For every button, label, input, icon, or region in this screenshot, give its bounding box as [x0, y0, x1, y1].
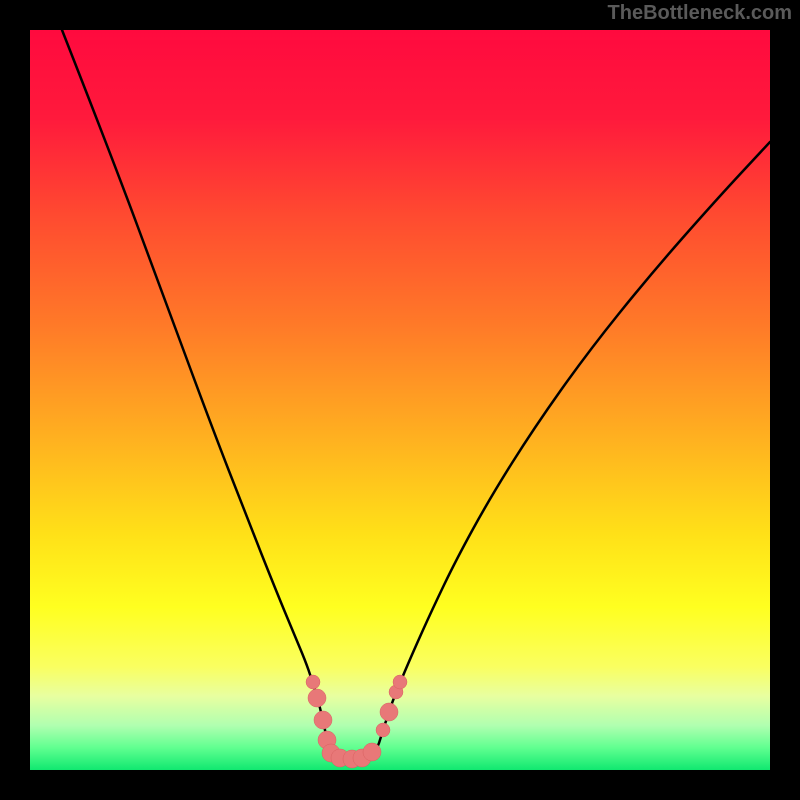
- marker-dot: [363, 743, 381, 761]
- marker-dot: [308, 689, 326, 707]
- chart-container: TheBottleneck.com: [0, 0, 800, 800]
- plot-area: [30, 30, 770, 770]
- chart-svg: [0, 0, 800, 800]
- marker-dot: [314, 711, 332, 729]
- marker-dot: [376, 723, 390, 737]
- marker-dot: [380, 703, 398, 721]
- marker-dot: [393, 675, 407, 689]
- watermark-text: TheBottleneck.com: [608, 2, 792, 25]
- marker-dot: [306, 675, 320, 689]
